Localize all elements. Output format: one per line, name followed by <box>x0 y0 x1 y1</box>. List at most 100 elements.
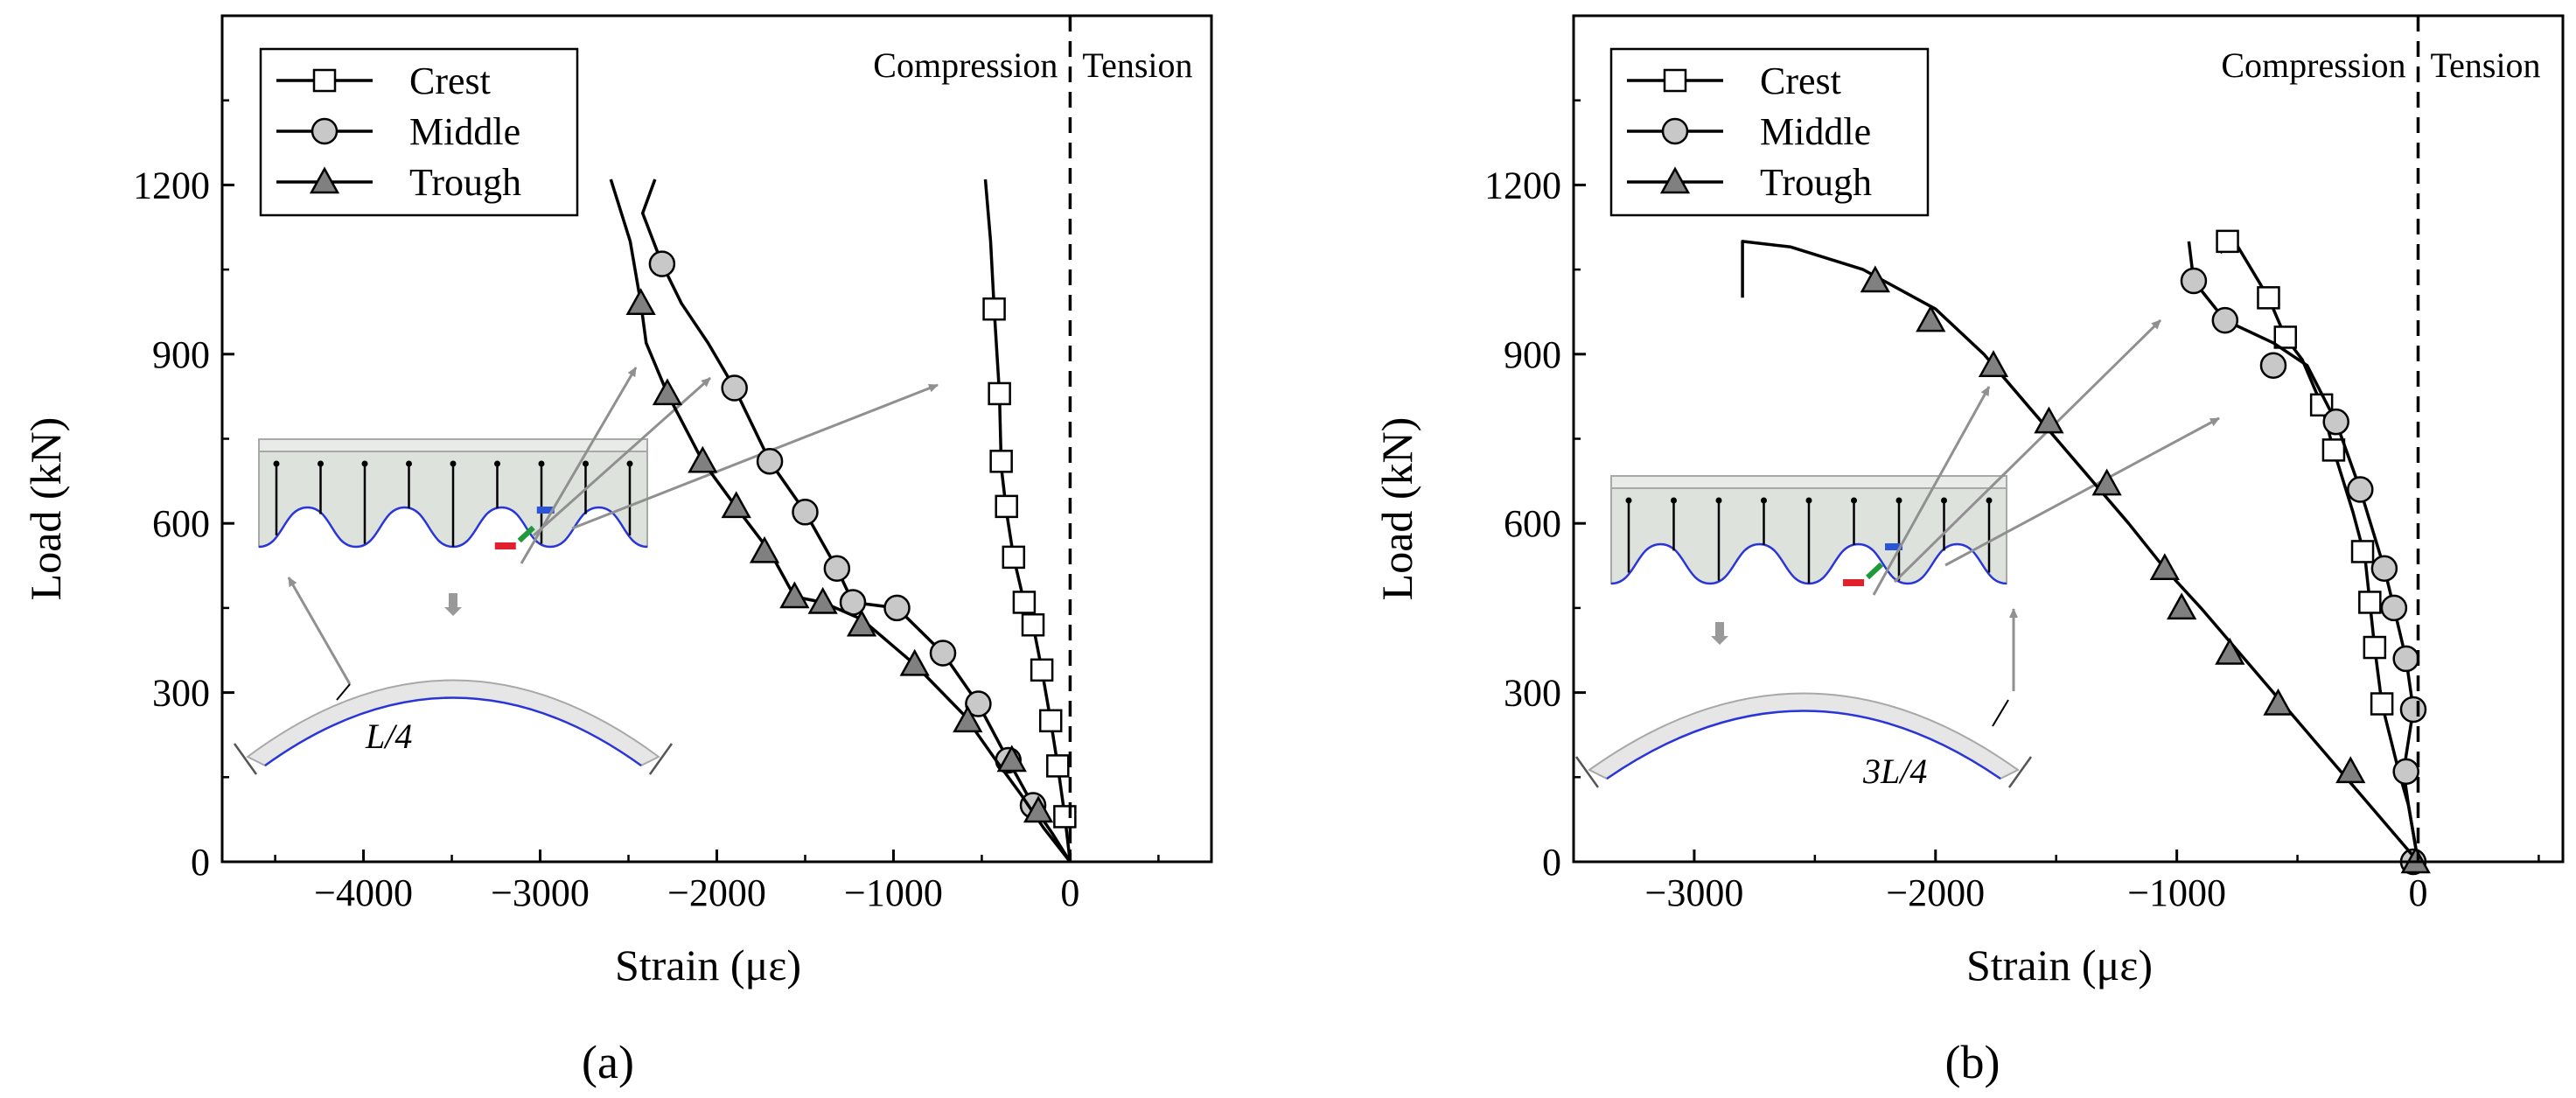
inset-hanger-dot <box>318 460 324 467</box>
structure-inset-a: L/4 <box>233 438 674 775</box>
inset-hanger-dot <box>1895 497 1902 504</box>
compression-label-b: Compression <box>2221 45 2405 85</box>
annotation-arrows-a <box>287 367 939 701</box>
data-point-trough <box>2263 688 2293 716</box>
data-point-middle <box>823 555 851 583</box>
legend-marker-crest <box>312 68 337 93</box>
location-callout-arrow <box>287 577 352 685</box>
arch-right-support <box>648 743 674 775</box>
arch-left-support <box>233 743 258 775</box>
legend-marker-trough <box>309 166 340 194</box>
gauge-middle-marker <box>517 525 535 543</box>
legend-label-trough: Trough <box>409 161 521 204</box>
gauge-callout-arrow <box>1893 318 2162 584</box>
series-layer-a <box>609 178 1077 864</box>
data-point-trough <box>652 378 683 406</box>
legend-marker-middle <box>1661 117 1689 145</box>
data-point-crest <box>1002 545 1026 570</box>
data-point-crest <box>988 381 1011 406</box>
gauge-trough-marker <box>1843 579 1865 586</box>
data-point-middle <box>756 448 784 475</box>
data-point-crest <box>2358 591 2382 614</box>
gauge-middle-marker <box>1865 562 1884 580</box>
inset-hanger-dot <box>494 460 500 467</box>
arch-intrados-line <box>264 696 642 767</box>
structure-inset-b: 3L/4 <box>1574 475 2033 791</box>
legend-label-crest: Crest <box>1760 59 1841 102</box>
data-point-middle <box>792 499 819 526</box>
data-point-crest <box>2321 438 2346 462</box>
y-tick-label: 900 <box>152 333 210 376</box>
data-point-middle <box>2380 594 2408 622</box>
data-point-crest <box>2273 325 2298 349</box>
data-point-crest <box>2216 229 2239 254</box>
data-point-trough <box>953 705 983 733</box>
gauge-crest-marker <box>536 507 555 514</box>
legend-marker-middle <box>311 117 339 145</box>
gauge-callout-arrow <box>1944 416 2220 567</box>
data-point-middle <box>721 374 748 402</box>
location-tick <box>336 683 351 701</box>
data-point-middle <box>2259 352 2287 379</box>
gauge-callout-arrow <box>571 383 939 530</box>
x-tick-label: 0 <box>2408 871 2427 914</box>
y-tick-label: 300 <box>152 672 210 715</box>
inset-hanger-dot <box>1671 497 1677 504</box>
data-point-crest <box>989 450 1013 473</box>
data-point-middle <box>2370 555 2398 583</box>
data-point-trough <box>2034 406 2064 434</box>
data-point-trough <box>2091 468 2122 496</box>
data-point-crest <box>1021 612 1045 637</box>
y-tick-label: 600 <box>152 502 210 545</box>
x-tick-label: −3000 <box>491 871 590 914</box>
legend-a: Crest Middle Trough <box>259 47 579 217</box>
panel-label-a: (a) <box>582 1036 634 1088</box>
data-point-crest <box>1046 754 1070 778</box>
legend-label-middle: Middle <box>1760 110 1871 153</box>
data-point-middle <box>2322 408 2349 436</box>
inset-hanger-dot <box>361 460 368 467</box>
annotation-arrows-b <box>1872 318 2220 727</box>
compression-label-a: Compression <box>873 45 1058 85</box>
data-point-trough <box>1916 304 1946 332</box>
data-point-trough <box>996 745 1027 773</box>
data-point-crest <box>1038 709 1063 733</box>
legend-label-trough: Trough <box>1760 161 1872 204</box>
data-point-middle <box>2399 696 2427 724</box>
x-tick-label: −2000 <box>1886 871 1985 914</box>
inset-hanger-dot <box>538 460 545 467</box>
y-tick-label: 900 <box>1504 333 1561 376</box>
inset-hanger-dot <box>450 460 457 467</box>
series-line-middle <box>2187 241 2420 863</box>
data-point-trough <box>846 609 877 637</box>
data-point-crest <box>1053 805 1077 829</box>
data-point-crest <box>1030 658 1054 682</box>
x-tick-label: −3000 <box>1645 871 1744 914</box>
data-point-middle <box>2347 476 2374 503</box>
data-point-trough <box>2335 756 2366 784</box>
inset-hanger-dot <box>1761 497 1767 504</box>
legend-marker-trough <box>1659 166 1691 194</box>
gauge-crest-marker <box>1885 543 1903 550</box>
y-tick-label: 600 <box>1504 502 1561 545</box>
inset-hanger-dot <box>406 460 412 467</box>
tension-label-a: Tension <box>1082 45 1192 85</box>
y-tick-label: 0 <box>191 841 210 884</box>
x-tick-label: −1000 <box>2127 871 2226 914</box>
inset-location-label: L/4 <box>365 717 412 756</box>
location-tick <box>1992 699 2009 727</box>
arch-right-support <box>2007 756 2033 788</box>
data-point-crest <box>995 494 1018 519</box>
axis-ticks-a: −4000 −3000 −2000 −1000 0 0 300 600 900 1200 <box>133 99 1160 914</box>
panel-label-b: (b) <box>1945 1036 2000 1088</box>
data-point-crest <box>982 297 1006 321</box>
x-tick-label: 0 <box>1060 871 1079 914</box>
gauge-trough-marker <box>494 542 516 549</box>
data-point-middle <box>2392 645 2419 673</box>
legend-marker-crest <box>1663 68 1687 93</box>
data-point-trough <box>779 581 810 609</box>
arch-left-support <box>1574 756 1600 788</box>
y-axis-title-a: Load (kN) <box>21 417 70 601</box>
data-point-trough <box>2167 592 2197 620</box>
data-point-crest <box>1012 591 1037 614</box>
